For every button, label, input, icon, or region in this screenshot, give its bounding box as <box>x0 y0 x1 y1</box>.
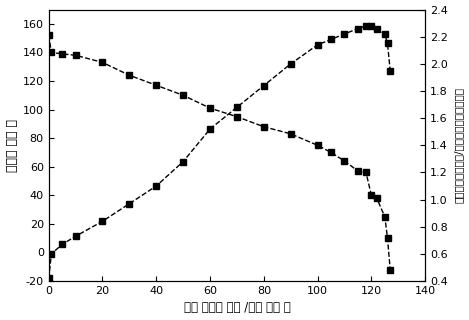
Y-axis label: （功率密度（瓦特/平方厘米）平方厘米）: （功率密度（瓦特/平方厘米）平方厘米） <box>454 87 463 203</box>
X-axis label: 电流 密度（ 毫安 /平方 厘米 ）: 电流 密度（ 毫安 /平方 厘米 ） <box>183 301 290 315</box>
Y-axis label: 电压（ 伏特 ）: 电压（ 伏特 ） <box>6 119 19 172</box>
